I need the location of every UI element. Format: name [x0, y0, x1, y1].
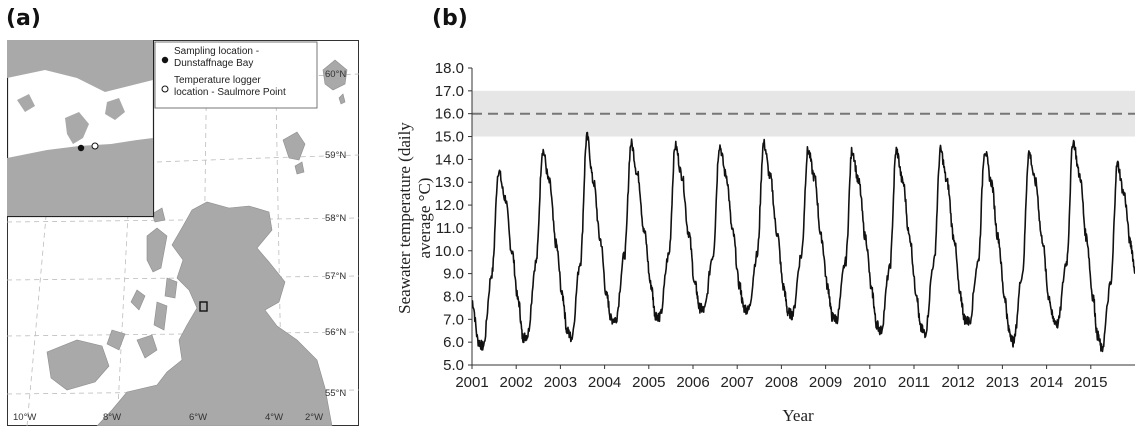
sampling-location-marker: [77, 144, 85, 152]
x-tick-label: 2015: [1074, 374, 1107, 391]
lon-label-2w: 2°W: [305, 412, 323, 423]
y-axis-label-line1: Seawater temperature (daily: [395, 122, 414, 314]
y-tick-label: 8.0: [443, 288, 464, 305]
x-tick-label: 2001: [455, 374, 488, 391]
logger-location-marker: [91, 142, 99, 150]
legend-entry-1-line2: Dunstaffnage Bay: [174, 58, 253, 69]
x-tick-label: 2007: [721, 374, 754, 391]
lon-label-10w: 10°W: [13, 412, 36, 423]
y-tick-label: 6.0: [443, 334, 464, 351]
y-tick-label: 11.0: [436, 220, 464, 237]
legend-entry-2-line1: Temperature logger: [174, 75, 261, 86]
lon-label-4w: 4°W: [265, 412, 283, 423]
y-tick-label: 10.0: [435, 243, 464, 260]
x-tick-label: 2002: [500, 374, 533, 391]
y-tick-label: 14.0: [435, 151, 464, 168]
y-axis-label-line2: average °C): [415, 178, 434, 259]
y-tick-label: 18.0: [435, 60, 464, 77]
x-tick-label: 2006: [676, 374, 709, 391]
lon-label-6w: 6°W: [189, 412, 207, 423]
y-tick-label: 7.0: [443, 311, 464, 328]
y-tick-label: 9.0: [443, 266, 464, 283]
y-tick-label: 15.0: [435, 129, 464, 146]
x-tick-label: 2003: [544, 374, 577, 391]
x-tick-label: 2009: [809, 374, 842, 391]
panel-b-label: (b): [432, 6, 468, 31]
y-tick-label: 5.0: [443, 357, 464, 374]
y-tick-label: 13.0: [435, 174, 464, 191]
x-tick-label: 2005: [632, 374, 665, 391]
lat-label-58: 58°N: [325, 213, 346, 224]
lat-label-57: 57°N: [325, 271, 346, 282]
study-area-marker: [199, 301, 208, 312]
y-tick-label: 17.0: [435, 83, 464, 100]
lat-label-60: 60°N: [325, 69, 346, 80]
legend-open-circle-icon: [161, 85, 169, 93]
lat-label-59: 59°N: [325, 150, 346, 161]
lon-label-8w: 8°W: [103, 412, 121, 423]
temperature-series-line: [471, 131, 1135, 353]
x-tick-label: 2014: [1030, 374, 1063, 391]
y-tick-label: 12.0: [435, 197, 464, 214]
x-tick-label: 2012: [942, 374, 975, 391]
panel-a-label: (a): [6, 6, 41, 31]
mainland-land: [46, 59, 348, 426]
temperature-chart: 5.0 6.0 7.0 8.0 9.0 10.0 11.0 12.0 13.0 14.0 15.0 1…: [395, 60, 1135, 425]
legend-entry-2-line2: location - Saulmore Point: [174, 87, 286, 98]
lat-label-56: 56°N: [325, 327, 346, 338]
y-tick-label: 16.0: [435, 106, 464, 123]
scotland-map: Sampling location - Dunstaffnage Bay Tem…: [7, 40, 359, 426]
legend-filled-circle-icon: [161, 56, 169, 64]
x-tick-label: 2013: [986, 374, 1019, 391]
x-tick-label: 2008: [765, 374, 798, 391]
x-tick-label: 2004: [588, 374, 621, 391]
x-axis-label: Year: [782, 406, 814, 425]
inset-map: [7, 40, 155, 218]
map-legend: Sampling location - Dunstaffnage Bay Tem…: [154, 41, 318, 109]
x-tick-label: 2010: [853, 374, 886, 391]
legend-entry-1-line1: Sampling location -: [174, 46, 259, 57]
lat-label-55: 55°N: [325, 388, 346, 399]
x-tick-label: 2011: [898, 374, 930, 391]
